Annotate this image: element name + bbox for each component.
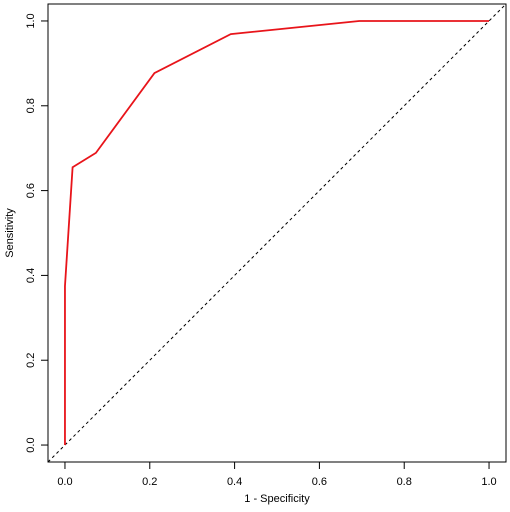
y-tick-label: 1.0 — [25, 13, 37, 28]
x-axis-title: 1 - Specificity — [244, 493, 310, 505]
roc-curve — [64, 20, 490, 446]
y-tick-label: 0.8 — [25, 98, 37, 113]
y-tick-label: 0.4 — [25, 268, 37, 283]
x-tick-label: 0.6 — [312, 476, 327, 488]
x-tick-label: 0.0 — [57, 476, 72, 488]
x-tick-label: 0.2 — [142, 476, 157, 488]
reference-diagonal — [47, 3, 507, 463]
y-tick-label: 0.6 — [25, 183, 37, 198]
y-axis-title: Sensitivity — [4, 208, 16, 258]
x-tick-label: 0.4 — [227, 476, 242, 488]
x-tick-label: 0.8 — [397, 476, 412, 488]
y-tick-label: 0.0 — [25, 437, 37, 452]
x-tick-label: 1.0 — [481, 476, 496, 488]
y-tick-label: 0.2 — [25, 353, 37, 368]
plot-frame — [47, 3, 507, 463]
